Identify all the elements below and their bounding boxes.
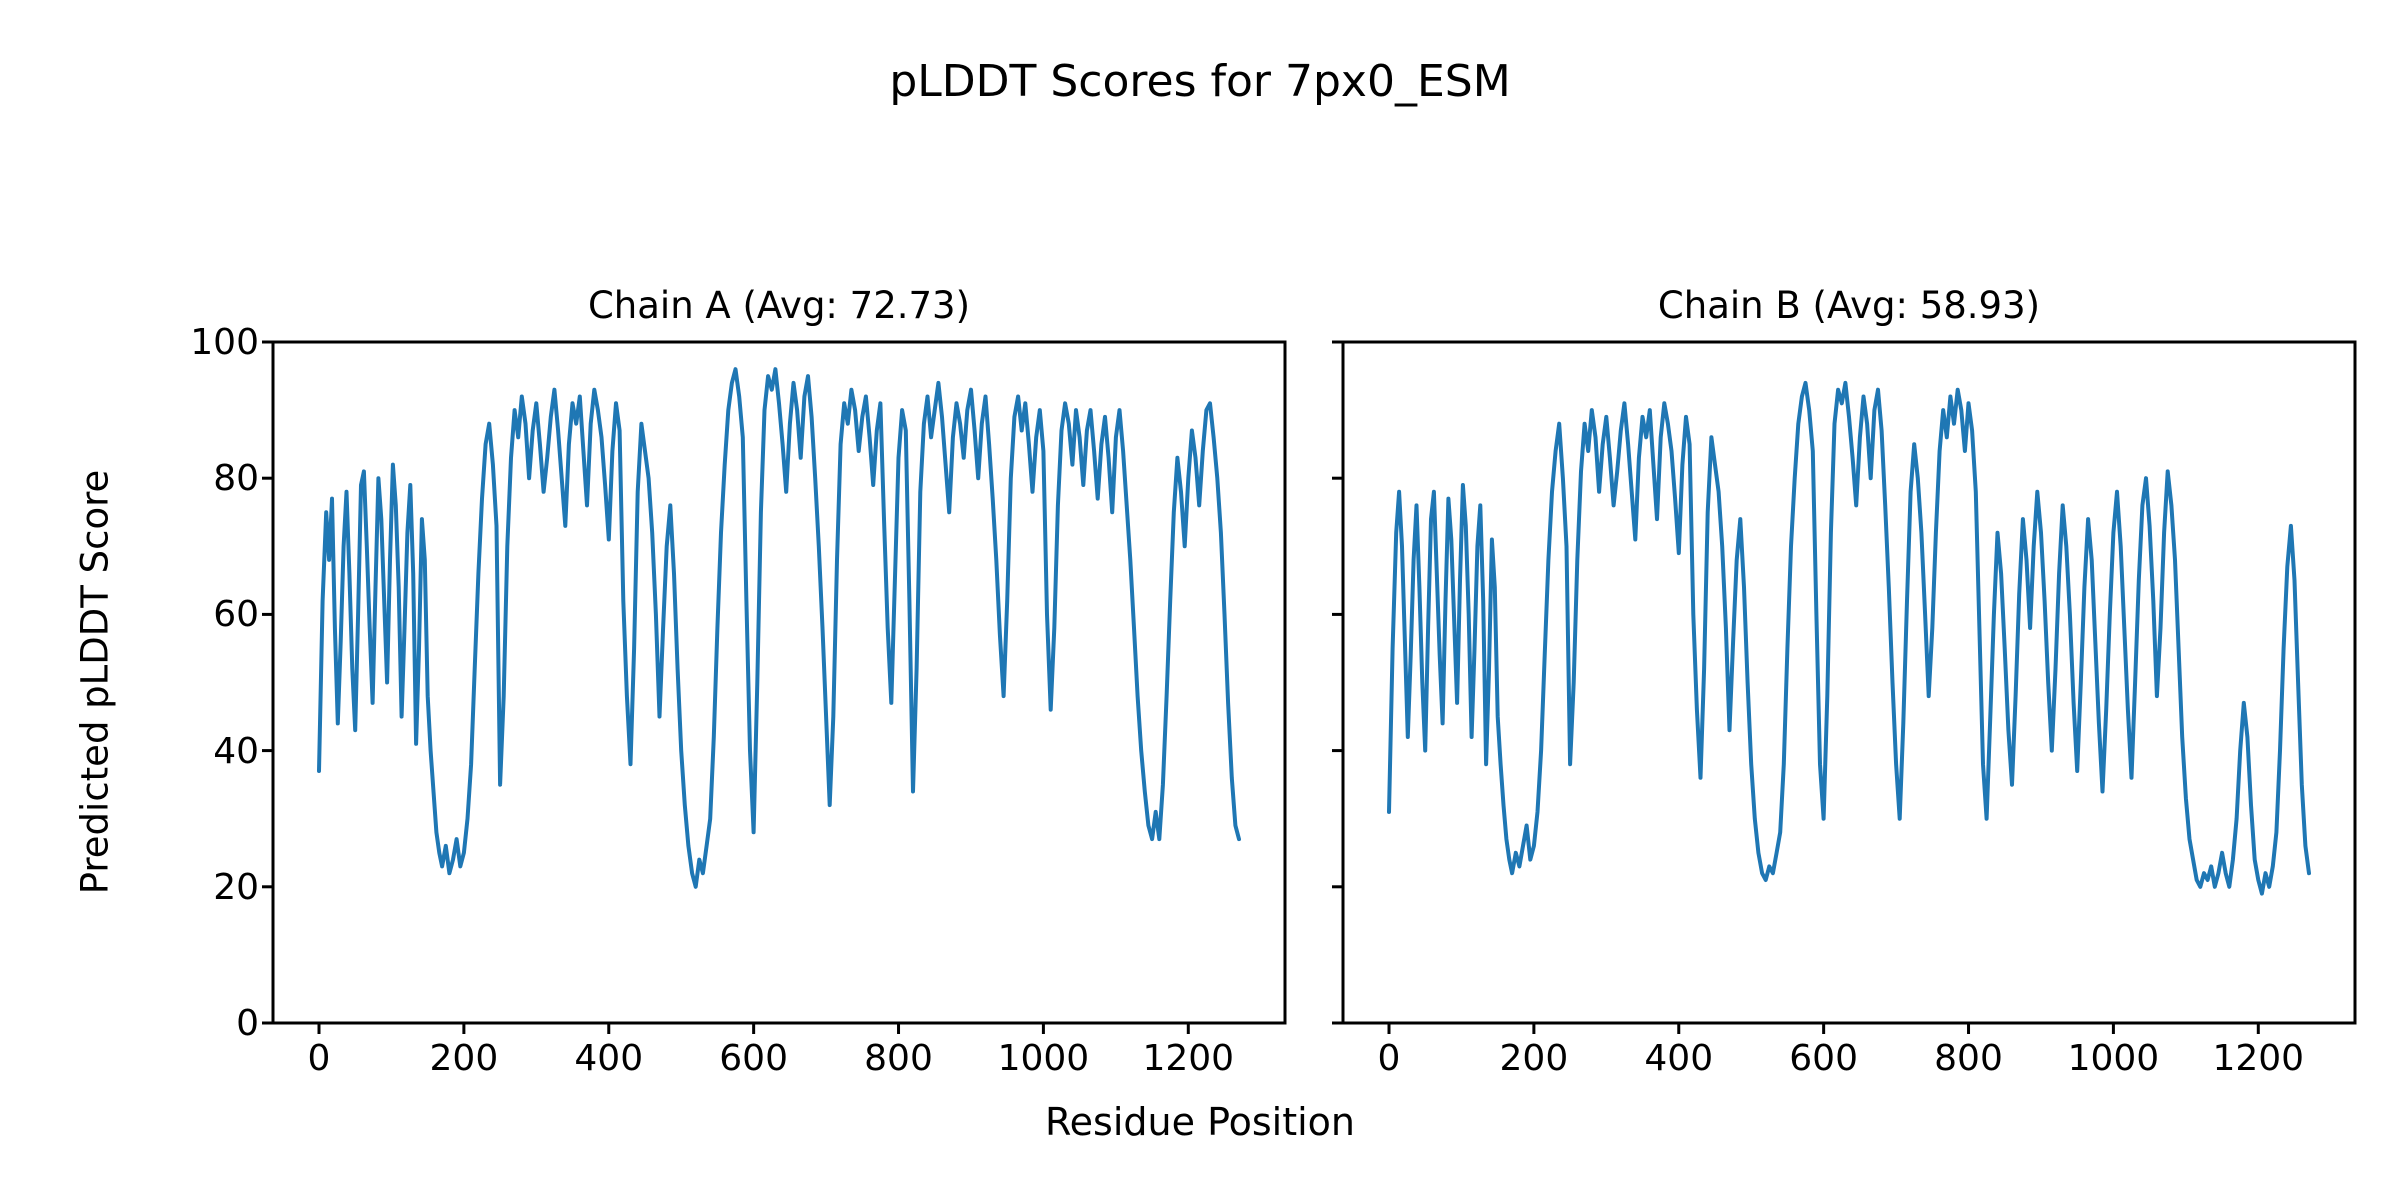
plddt-line — [317, 367, 1241, 889]
x-tick-label: 400 — [574, 1038, 644, 1079]
x-tick-label: 600 — [719, 1038, 788, 1079]
subplot-chain-b: Chain B (Avg: 58.93) 0 200 400 600 800 1000 12… — [1332, 284, 2357, 1077]
plddt-line — [1387, 380, 2311, 896]
x-tick-label: 0 — [307, 1038, 331, 1079]
plot-area — [1332, 340, 2357, 1034]
x-tick-label: 200 — [429, 1038, 499, 1079]
plot-area — [262, 340, 1287, 1034]
y-tick-label: 40 — [213, 730, 259, 772]
subplot-title-chain-a: Chain A (Avg: 72.73) — [587, 284, 971, 327]
x-tick-label: 600 — [1789, 1038, 1858, 1079]
subplot-title-chain-b: Chain B (Avg: 58.93) — [1657, 284, 2041, 327]
y-tick-label: 20 — [213, 866, 259, 908]
x-tick-label: 1200 — [1142, 1038, 1235, 1079]
figure-title: pLDDT Scores for 7px0_ESM — [889, 56, 1511, 107]
y-axis-label: Predicted pLDDT Score — [73, 469, 117, 895]
axes-spines — [1341, 340, 2357, 1025]
x-tick-label: 1000 — [2067, 1038, 2160, 1079]
y-tick-label: 80 — [213, 458, 259, 500]
x-tick-label: 800 — [1934, 1038, 2003, 1079]
x-tick-label: 400 — [1644, 1038, 1714, 1079]
y-tick-label: 100 — [190, 322, 259, 363]
x-tick-label: 800 — [864, 1038, 933, 1079]
y-tick-label: 0 — [236, 1003, 259, 1044]
x-tick-label: 0 — [1377, 1038, 1401, 1079]
x-axis-label: Residue Position — [1044, 1100, 1356, 1144]
axes-spines — [271, 340, 1287, 1025]
y-tick-label: 60 — [213, 594, 259, 636]
subplot-chain-a: Chain A (Avg: 72.73) 0 200 400 600 800 1000 12… — [190, 284, 1287, 1077]
x-tick-label: 200 — [1499, 1038, 1569, 1079]
x-tick-label: 1200 — [2212, 1038, 2305, 1079]
x-tick-label: 1000 — [997, 1038, 1090, 1079]
